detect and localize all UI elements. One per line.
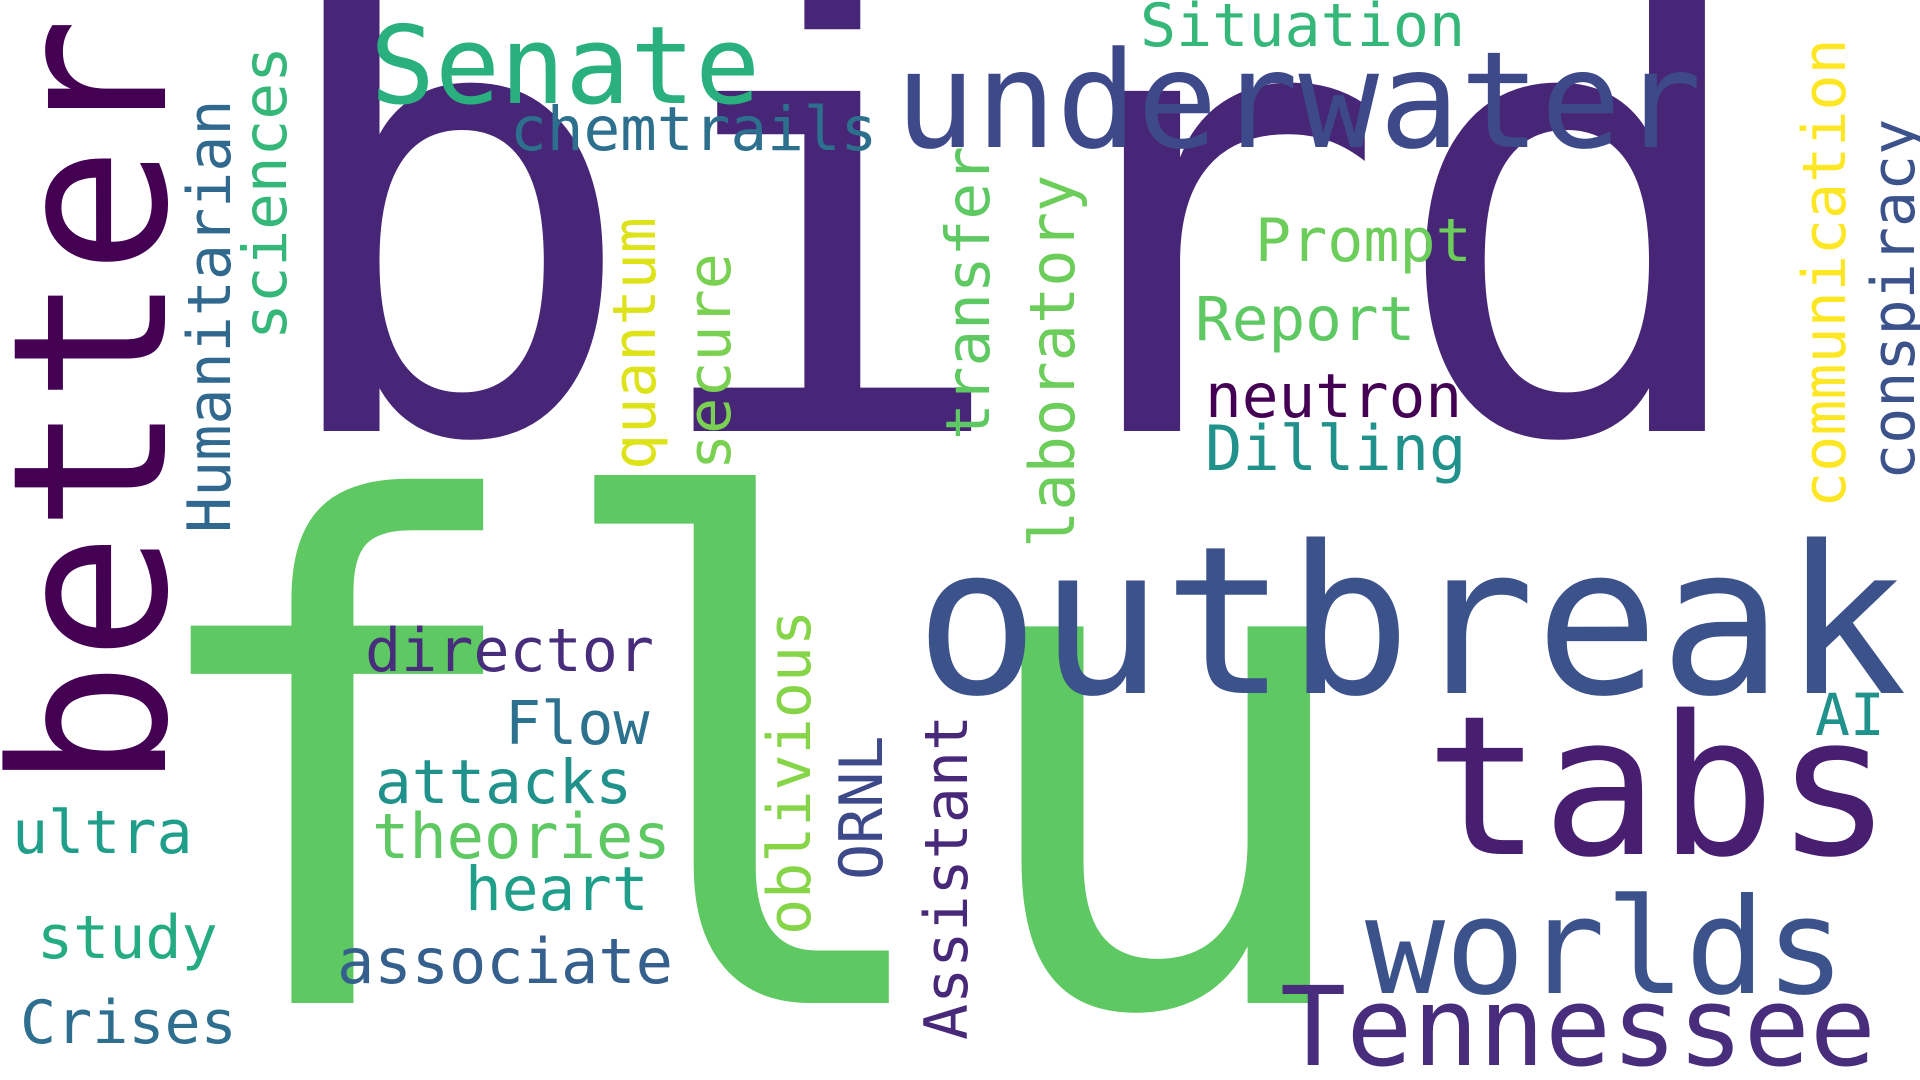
word-flow: Flow [505, 689, 650, 759]
word-study: study [37, 903, 218, 973]
word-transfer: transfer [933, 146, 1004, 440]
word-underwater: underwater [895, 23, 1702, 179]
word-flu: flu [125, 363, 1372, 1080]
word-situation: Situation [1140, 0, 1466, 61]
word-outbreak: outbreak [915, 502, 1908, 742]
word-conspiracy: conspiracy [1859, 118, 1920, 480]
word-theories: theories [372, 800, 671, 873]
word-secure: secure [675, 253, 745, 470]
word-report: Report [1195, 284, 1416, 355]
word-worlds: worlds [1365, 871, 1846, 1025]
word-senate: Senate [370, 4, 761, 129]
word-bird: bird [265, 0, 1763, 578]
word-ai: AI [1815, 681, 1885, 749]
word-ultra: ultra [12, 798, 193, 868]
word-better: better [0, 16, 216, 790]
word-director: director [365, 616, 654, 686]
word-tennessee: Tennessee [1280, 963, 1877, 1080]
word-ornl: ORNL [827, 735, 897, 881]
word-oblivious: oblivious [755, 609, 825, 935]
word-attacks: attacks [375, 747, 633, 818]
word-quantum: quantum [600, 217, 670, 470]
word-chemtrails: chemtrails [510, 94, 878, 165]
word-tabs: tabs [1425, 674, 1893, 900]
word-sciences: sciences [230, 46, 301, 340]
word-heart: heart [465, 854, 649, 925]
word-communication: communication [1790, 38, 1860, 508]
word-dilling: Dilling [1205, 412, 1467, 485]
word-assistant: Assistant [912, 714, 982, 1040]
word-prompt: Prompt [1255, 206, 1472, 276]
word-neutron: neutron [1205, 361, 1463, 432]
word-associate: associate [337, 925, 673, 998]
word-laboratory: laboratory [1016, 174, 1089, 548]
word-crises: Crises [20, 988, 237, 1058]
